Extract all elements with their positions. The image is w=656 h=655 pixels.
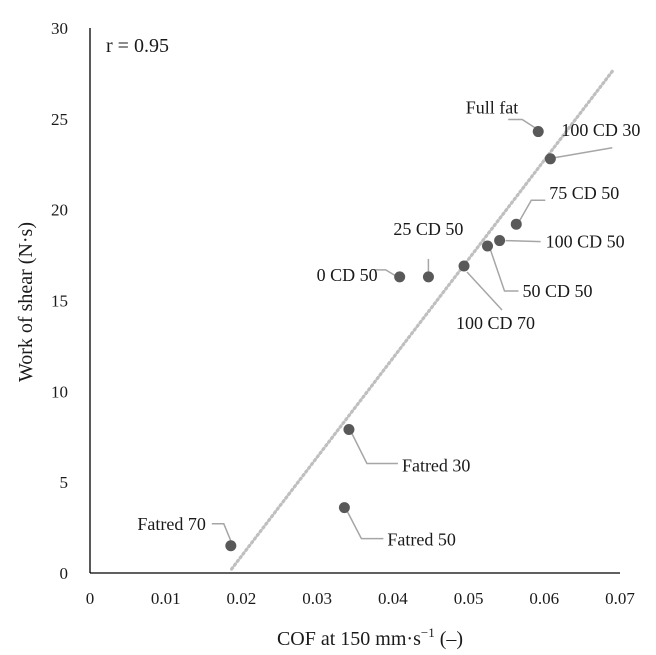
leader-lines bbox=[211, 118, 613, 542]
data-point bbox=[544, 153, 556, 165]
y-tick-label: 0 bbox=[60, 564, 69, 583]
x-axis-title: COF at 150 mm·s−1 (–) bbox=[277, 625, 463, 650]
correlation-annotation: r = 0.95 bbox=[106, 35, 169, 57]
label-leader-line bbox=[351, 433, 398, 465]
point-label: 100 CD 70 bbox=[456, 313, 535, 333]
point-label: Fatred 70 bbox=[137, 514, 205, 534]
data-points bbox=[225, 126, 556, 552]
data-point bbox=[458, 260, 470, 272]
x-tick-label: 0.05 bbox=[454, 589, 484, 608]
label-leader-line bbox=[518, 199, 546, 222]
x-tick-label: 0.06 bbox=[529, 589, 559, 608]
x-tick-label: 0.07 bbox=[605, 589, 635, 608]
label-leader-line bbox=[373, 269, 397, 277]
data-point bbox=[510, 218, 522, 230]
point-label: Fatred 30 bbox=[402, 455, 470, 475]
point-label: Full fat bbox=[466, 98, 519, 118]
data-point bbox=[394, 271, 406, 283]
y-tick-label: 30 bbox=[51, 19, 68, 38]
data-point bbox=[338, 502, 350, 514]
y-tick-label: 15 bbox=[51, 292, 68, 311]
y-tick-label: 10 bbox=[51, 382, 68, 401]
y-axis-title: Work of shear (N·s) bbox=[15, 222, 37, 382]
label-leader-line bbox=[346, 511, 384, 540]
point-label: 100 CD 50 bbox=[546, 232, 625, 252]
trendline-layer bbox=[229, 69, 615, 571]
data-point bbox=[532, 126, 544, 138]
label-leader-line bbox=[508, 118, 537, 130]
x-tick-label: 0.04 bbox=[378, 589, 408, 608]
data-point bbox=[225, 540, 237, 552]
data-point bbox=[343, 423, 355, 435]
data-point bbox=[494, 235, 506, 247]
x-tick-label: 0.03 bbox=[302, 589, 332, 608]
data-point bbox=[422, 271, 434, 283]
point-labels: Full fat 100 CD 30 75 CD 50 100 CD 50 50 CD … bbox=[137, 98, 640, 550]
y-tick-label: 5 bbox=[60, 473, 69, 492]
label-leader-line bbox=[211, 523, 232, 542]
point-label: 25 CD 50 bbox=[393, 219, 463, 239]
trendline bbox=[229, 69, 615, 571]
point-label: 0 CD 50 bbox=[317, 265, 378, 285]
y-tick-label: 20 bbox=[51, 201, 68, 220]
point-label: 100 CD 30 bbox=[561, 120, 640, 140]
label-leader-line bbox=[489, 249, 519, 292]
data-point bbox=[482, 240, 493, 252]
label-leader-line bbox=[554, 147, 613, 159]
point-label: Fatred 50 bbox=[387, 530, 455, 550]
y-tick-labels: 0 5 10 15 20 25 30 bbox=[51, 19, 68, 583]
label-leader-line bbox=[505, 239, 541, 243]
label-leader-line bbox=[466, 271, 503, 311]
x-tick-label: 0 bbox=[86, 589, 95, 608]
point-label: 75 CD 50 bbox=[549, 183, 619, 203]
y-tick-label: 25 bbox=[51, 110, 68, 129]
x-tick-label: 0.01 bbox=[151, 589, 181, 608]
x-tick-label: 0.02 bbox=[227, 589, 257, 608]
point-label: 50 CD 50 bbox=[523, 281, 593, 301]
x-tick-labels: 0 0.01 0.02 0.03 0.04 0.05 0.06 0.07 bbox=[86, 589, 636, 608]
